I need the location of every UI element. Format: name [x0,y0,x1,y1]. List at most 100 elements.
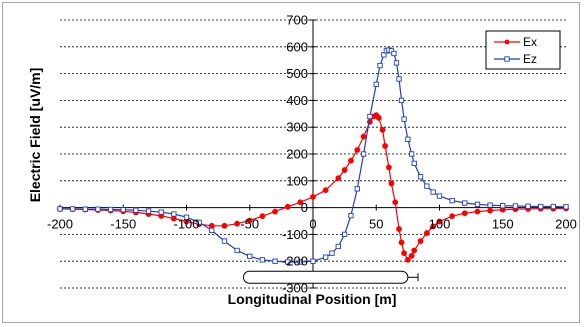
data-point-ez [401,116,407,122]
data-point-ex [430,223,437,230]
data-point-ez [158,209,164,215]
data-point-ez [367,113,373,120]
y-tick-label: 700 [286,13,308,28]
data-point-ez [487,202,493,208]
x-tick-label: 200 [555,217,577,232]
data-point-ez [209,227,215,234]
x-tick-label: -150 [110,217,136,232]
data-point-ex [284,203,291,210]
chart-frame [2,2,580,323]
data-point-ex [341,167,348,173]
legend: Ex Ez [485,30,561,70]
data-point-ez [563,204,569,210]
x-tick-label: 50 [369,217,383,232]
data-point-ex [386,164,392,171]
data-point-ex [423,230,430,236]
y-tick-label: -200 [282,254,308,269]
data-point-ez [398,97,405,104]
data-point-ez [297,259,303,265]
data-point-ez [196,219,202,225]
data-point-ex [404,256,411,263]
data-point-ex [246,217,253,224]
data-point-ex [398,239,405,246]
data-point-ez [354,186,360,192]
data-point-ex [487,207,494,214]
data-point-ez [391,50,397,57]
data-point-ex [408,252,415,259]
data-point-ez [69,206,76,212]
y-tick-label: 200 [286,147,308,162]
data-point-ez [57,206,63,212]
data-point-ez [82,206,88,212]
data-point-ex [449,213,456,220]
x-tick-label: -200 [47,217,73,232]
data-point-ez [95,206,101,212]
data-point-ez [409,151,415,157]
data-point-ez [145,208,152,214]
y-tick-label: 600 [286,39,308,54]
y-tick-label: -100 [282,227,308,242]
legend-label: Ex [523,35,537,49]
cable-body [242,270,409,284]
data-point-ez [259,257,266,263]
data-point-ex [396,226,402,232]
data-point-ex [382,143,389,149]
data-point-ez [221,238,228,244]
data-point-ez [373,81,379,87]
data-point-ex [375,114,382,121]
data-point-ez [183,214,190,220]
data-point-ex [461,210,468,217]
data-point-ex [310,193,316,200]
legend-box [485,30,561,70]
data-point-ez [360,151,367,157]
data-point-ez [120,207,126,213]
y-tick-label: -300 [282,281,308,296]
data-point-ez [430,189,436,195]
data-point-ex [392,199,399,206]
data-point-ex [388,180,395,187]
y-tick-label: 400 [286,93,308,108]
data-point-ez [323,254,329,260]
data-point-ez [348,212,354,219]
data-point-ez [411,160,417,167]
x-axis-title: Longitudinal Position [m] [228,291,397,307]
data-point-ex [221,222,228,229]
data-point-ex [474,208,481,215]
x-tick-label: 100 [429,217,451,232]
data-point-ez [424,183,430,189]
data-point-ez [310,258,316,264]
data-point-ez [474,201,481,208]
y-axis-title: Electric Field [uV/m] [27,68,43,203]
data-point-ez [436,193,443,199]
data-point-ez [512,203,519,209]
legend-label: Ez [523,52,537,66]
data-point-ez [272,258,278,264]
legend-marker [504,39,510,45]
data-point-ez [341,231,348,238]
data-point-ex [208,222,215,229]
data-point-ex [401,250,407,257]
data-point-ez [247,253,253,260]
data-point-ex [354,147,361,153]
cable-diagram [242,270,419,284]
data-point-ex [272,208,278,215]
data-point-ex [335,175,342,182]
y-tick-label: 500 [286,66,308,81]
data-point-ez [335,243,341,250]
y-tick-label: 0 [301,200,308,215]
x-tick-label: 150 [492,217,514,232]
y-tick-label: 100 [286,173,308,188]
y-tick-label: 300 [286,120,308,135]
data-point-ex [348,157,354,164]
data-point-ez [525,203,531,209]
data-point-ex [234,220,241,227]
x-tick-label: -100 [173,217,199,232]
data-point-ez [396,76,402,82]
data-point-ex [417,238,424,245]
data-point-ez [462,200,468,206]
data-point-ex [360,133,367,140]
data-point-ex [322,187,329,194]
data-point-ez [133,207,139,213]
data-point-ex [259,213,266,220]
data-point-ez [329,250,335,256]
